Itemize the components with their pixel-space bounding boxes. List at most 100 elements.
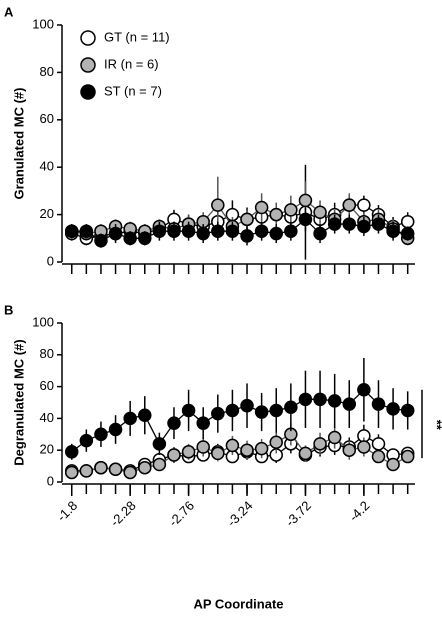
data-point	[371, 437, 386, 451]
data-point	[79, 464, 94, 478]
data-point	[284, 224, 298, 238]
legend-marker	[80, 57, 96, 73]
data-point	[313, 437, 327, 451]
data-point	[108, 422, 123, 437]
data-point	[108, 462, 123, 477]
x-tick-label: -3.24	[224, 498, 256, 530]
data-point	[240, 212, 254, 227]
series-line	[71, 388, 408, 453]
data-point	[94, 460, 108, 475]
data-point	[138, 408, 152, 422]
data-point	[138, 231, 152, 246]
data-point	[94, 233, 108, 248]
data-point	[357, 383, 371, 397]
data-point	[240, 398, 254, 413]
data-point	[342, 397, 357, 411]
data-point	[167, 416, 181, 430]
panel-label: A	[4, 4, 14, 19]
data-point	[371, 397, 386, 411]
data-point	[211, 446, 225, 461]
data-point	[196, 440, 210, 454]
data-point	[298, 446, 313, 461]
data-point	[167, 448, 181, 462]
data-point	[357, 440, 371, 454]
data-point	[79, 224, 94, 238]
legend-label: ST (n = 7)	[104, 83, 162, 98]
data-point	[196, 226, 210, 241]
x-tick-label: -3.72	[282, 498, 314, 530]
x-axis-label: AP Coordinate	[193, 596, 283, 611]
data-point	[313, 205, 327, 219]
data-point	[181, 403, 196, 418]
data-point	[152, 457, 167, 472]
y-tick-label: 80	[40, 64, 54, 79]
data-point	[225, 224, 240, 238]
data-point	[269, 226, 283, 241]
significance-label: **	[430, 420, 442, 431]
data-point	[79, 433, 94, 448]
data-point	[298, 193, 313, 208]
data-point	[371, 449, 386, 464]
y-tick-label: 60	[40, 378, 54, 393]
data-point	[211, 198, 225, 212]
series-line	[71, 435, 408, 472]
y-tick-label: 40	[40, 410, 54, 425]
x-tick-label: -2.76	[166, 498, 198, 530]
data-point	[298, 392, 313, 407]
data-point	[211, 224, 225, 238]
data-point	[123, 465, 137, 480]
data-point	[400, 449, 415, 464]
y-tick-label: 80	[40, 346, 54, 361]
data-point	[327, 217, 342, 231]
data-point	[313, 226, 327, 241]
data-point	[196, 416, 210, 430]
data-point	[342, 198, 357, 212]
data-point	[225, 403, 240, 418]
x-tick-label: -1.8	[54, 498, 80, 524]
data-point	[269, 403, 283, 418]
data-point	[386, 402, 400, 416]
data-point	[313, 392, 327, 407]
data-point	[400, 403, 415, 418]
data-point	[357, 198, 371, 212]
legend-marker	[80, 30, 96, 46]
data-point	[254, 200, 269, 215]
data-point	[240, 443, 254, 457]
data-point	[254, 405, 269, 419]
data-point	[152, 437, 167, 451]
y-tick-label: 100	[32, 314, 54, 329]
y-tick-label: 0	[47, 253, 54, 268]
y-tick-label: 40	[40, 159, 54, 174]
data-point	[64, 445, 79, 459]
data-point	[64, 465, 79, 480]
data-point	[357, 219, 371, 234]
y-tick-label: 20	[40, 206, 54, 221]
data-point	[400, 226, 415, 241]
legend-label: GT (n = 11)	[104, 29, 170, 44]
data-point	[386, 224, 400, 238]
data-point	[167, 224, 181, 238]
panel-label: B	[4, 302, 13, 317]
data-point	[64, 224, 79, 238]
legend-marker	[80, 84, 96, 100]
data-point	[108, 226, 123, 241]
data-point	[284, 203, 298, 217]
data-point	[123, 411, 137, 426]
data-point	[225, 438, 240, 453]
y-tick-label: 0	[47, 473, 54, 488]
data-point	[123, 231, 137, 246]
data-point	[181, 224, 196, 238]
data-point	[298, 212, 313, 227]
data-point	[269, 435, 283, 449]
y-tick-label: 20	[40, 442, 54, 457]
data-point	[254, 441, 269, 456]
data-point	[342, 217, 357, 231]
x-tick-label: -2.28	[107, 498, 139, 530]
data-point	[240, 229, 254, 243]
data-point	[342, 443, 357, 457]
data-point	[284, 400, 298, 415]
data-point	[254, 224, 269, 238]
data-point	[94, 427, 108, 442]
data-point	[371, 217, 386, 231]
